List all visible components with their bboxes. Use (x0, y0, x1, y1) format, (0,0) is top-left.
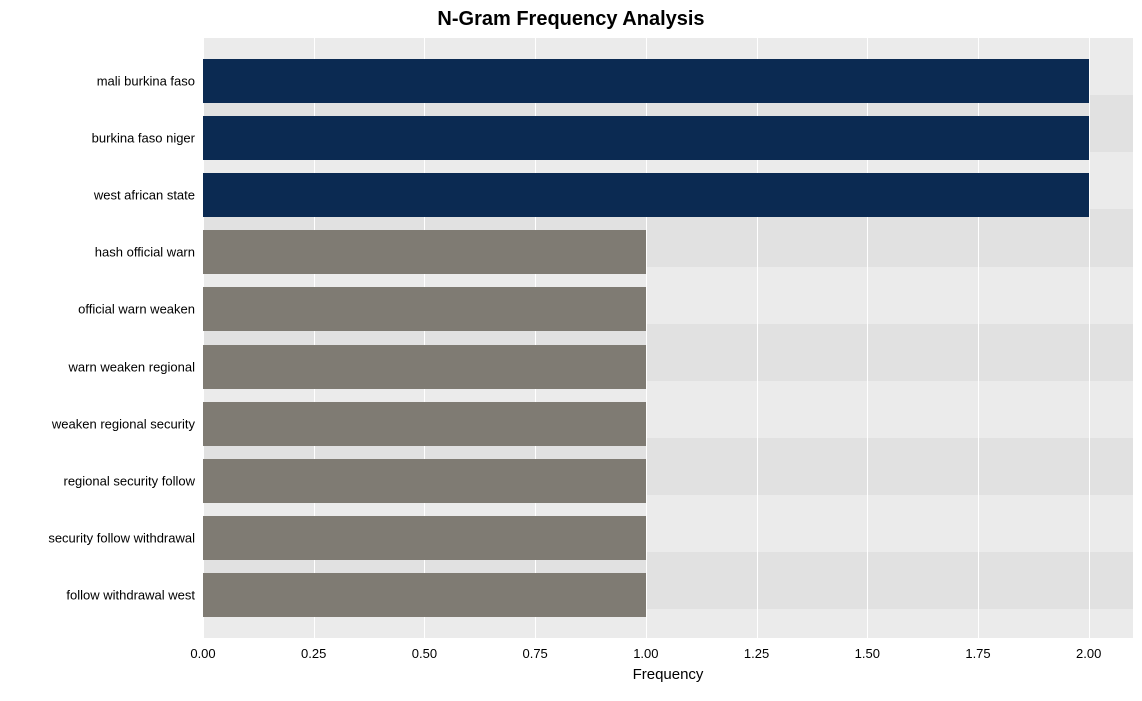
x-tick-label: 0.25 (301, 646, 326, 661)
bar (203, 116, 1089, 160)
y-category-label: burkina faso niger (0, 131, 195, 146)
plot-area (203, 38, 1133, 638)
bar (203, 516, 646, 560)
x-tick-label: 1.50 (855, 646, 880, 661)
x-axis-title: Frequency (0, 666, 1133, 683)
bar (203, 402, 646, 446)
bar (203, 459, 646, 503)
bar (203, 573, 646, 617)
x-tick-label: 2.00 (1076, 646, 1101, 661)
x-tick-label: 1.00 (633, 646, 658, 661)
x-tick-label: 0.75 (522, 646, 547, 661)
y-category-label: mali burkina faso (0, 73, 195, 88)
x-tick-label: 0.00 (190, 646, 215, 661)
y-category-label: weaken regional security (0, 416, 195, 431)
x-tick-label: 1.75 (965, 646, 990, 661)
y-category-label: west african state (0, 188, 195, 203)
bar (203, 287, 646, 331)
x-gridline (1089, 38, 1090, 638)
y-category-label: security follow withdrawal (0, 531, 195, 546)
y-category-label: official warn weaken (0, 302, 195, 317)
y-category-label: hash official warn (0, 245, 195, 260)
bar (203, 345, 646, 389)
x-tick-label: 1.25 (744, 646, 769, 661)
ngram-frequency-chart: N-Gram Frequency Analysis Frequency mali… (0, 0, 1142, 701)
chart-title: N-Gram Frequency Analysis (0, 8, 1142, 31)
bar (203, 173, 1089, 217)
bar (203, 59, 1089, 103)
x-tick-label: 0.50 (412, 646, 437, 661)
y-category-label: regional security follow (0, 473, 195, 488)
y-category-label: follow withdrawal west (0, 588, 195, 603)
y-category-label: warn weaken regional (0, 359, 195, 374)
bar (203, 230, 646, 274)
